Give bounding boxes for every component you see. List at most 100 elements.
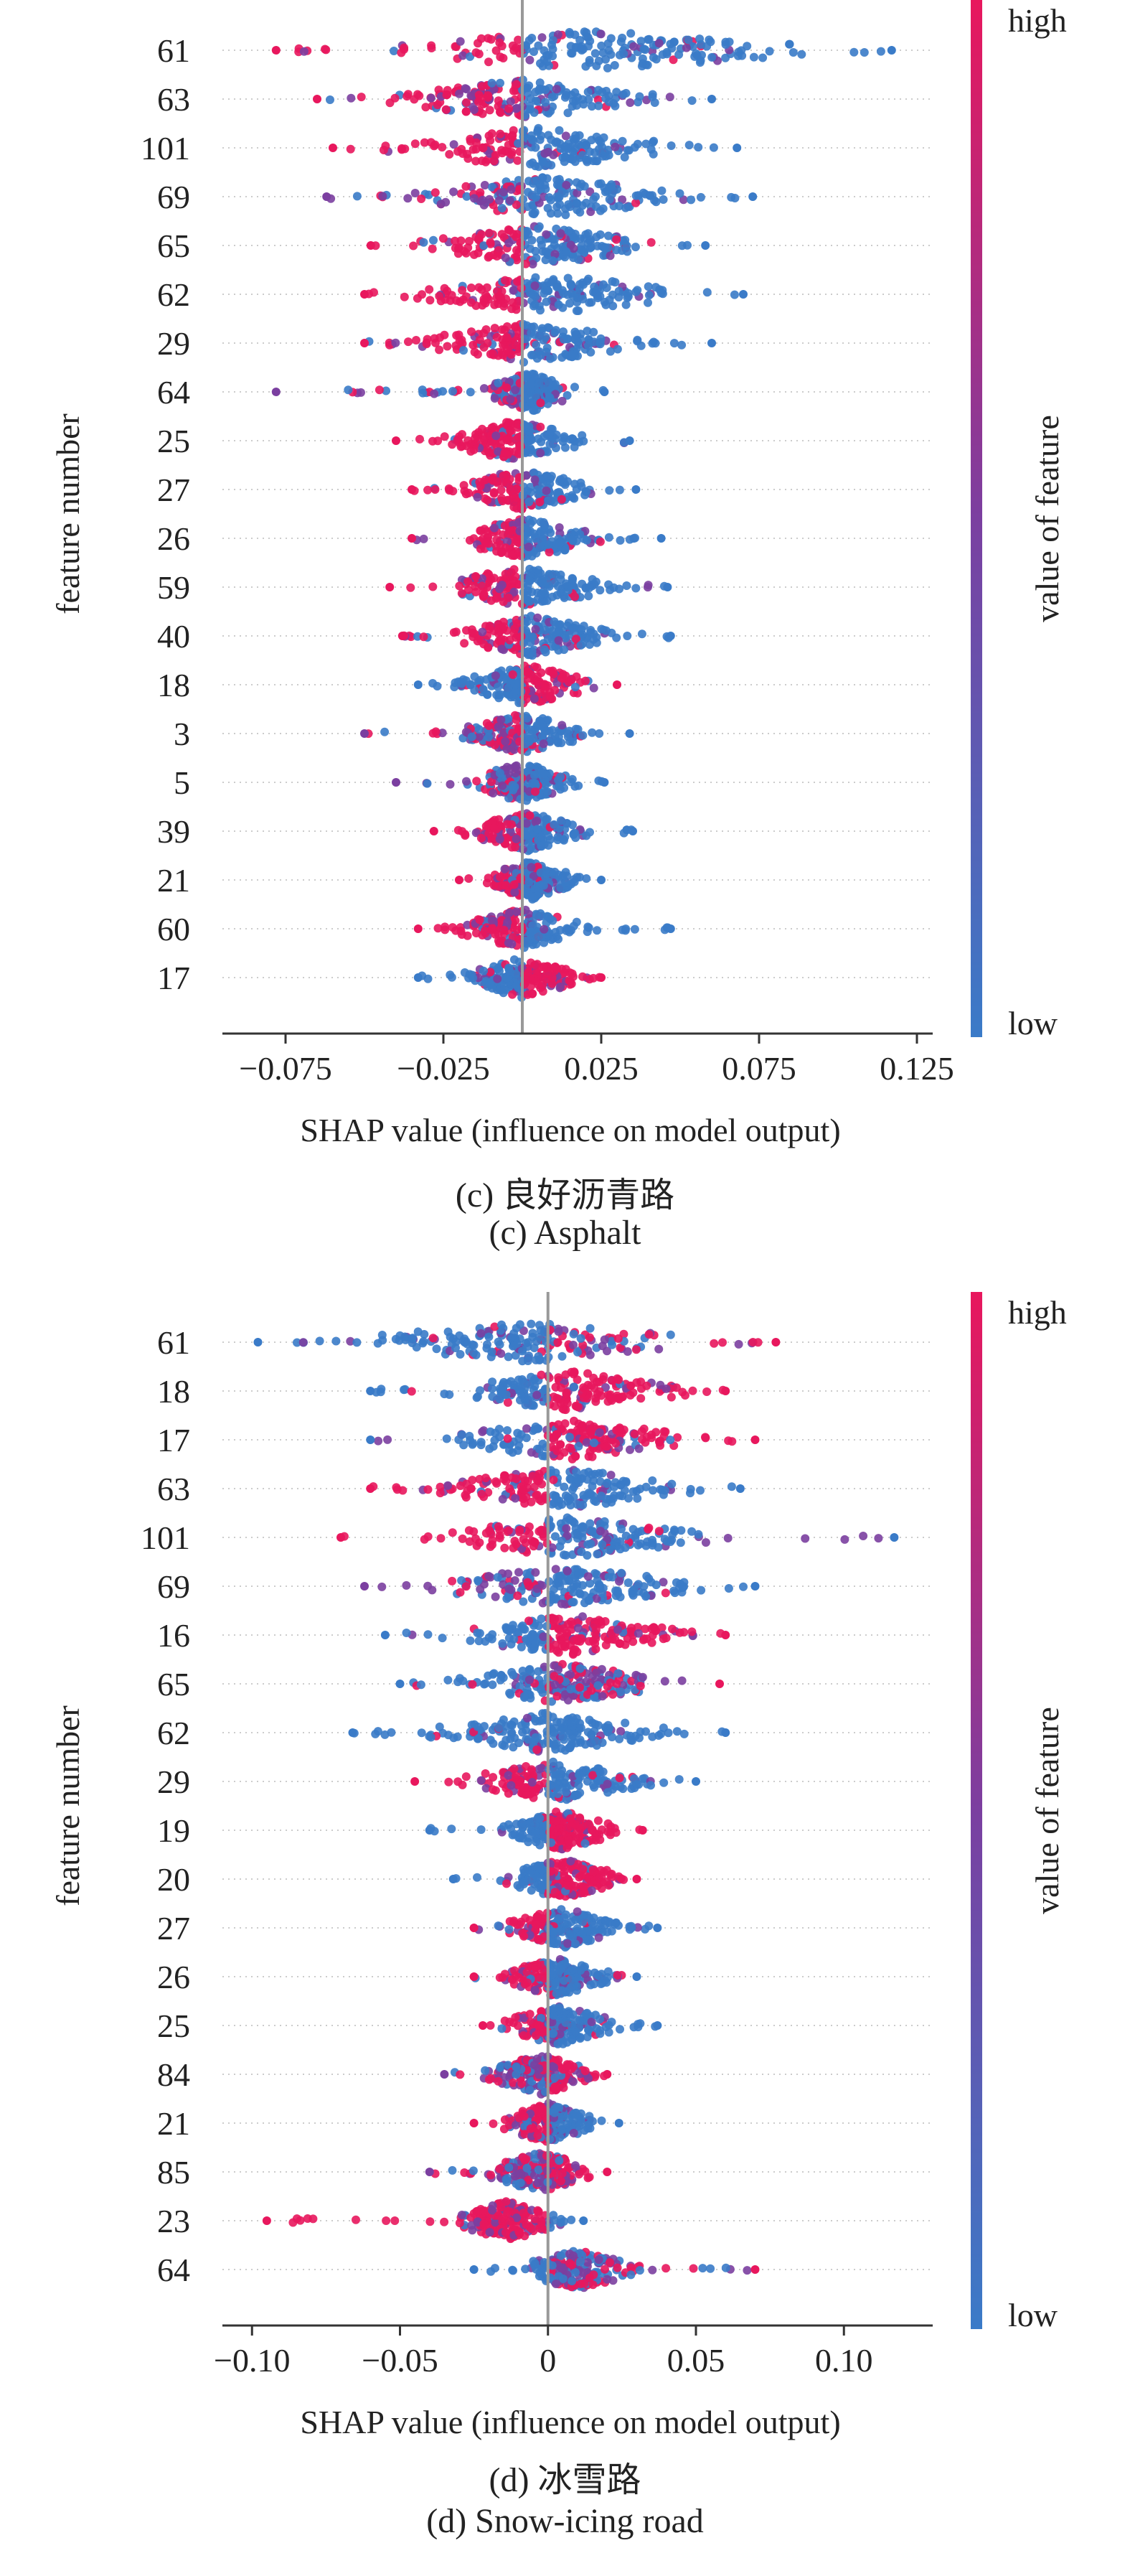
shap-dot (346, 144, 355, 154)
shap-dot (401, 1335, 410, 1344)
shap-dot (512, 761, 521, 770)
shap-dot (487, 916, 496, 925)
shap-dot (420, 1330, 429, 1339)
shap-dot (518, 1357, 527, 1366)
shap-dot (552, 192, 562, 201)
shap-dot (522, 668, 532, 677)
shap-dot (641, 45, 650, 55)
shap-dot (509, 502, 519, 512)
shap-dot (498, 1494, 507, 1504)
shap-dot (466, 446, 476, 456)
shap-dot (611, 278, 620, 287)
shap-dot (541, 184, 550, 194)
shap-dot (444, 484, 453, 493)
shap-dot (501, 276, 509, 285)
x-tick-label: 0.025 (564, 1050, 639, 1087)
shap-dot (410, 139, 420, 149)
shap-dot-max (666, 632, 675, 640)
shap-dot (568, 96, 578, 106)
shap-dot (727, 1482, 736, 1491)
shap-dot (581, 230, 590, 239)
shap-dot (574, 140, 583, 149)
y-tick-label: 3 (174, 716, 190, 752)
shap-dot (701, 1538, 710, 1547)
shap-dot (554, 935, 563, 944)
shap-dot (570, 1482, 578, 1491)
shap-dot (531, 818, 540, 827)
shap-dot (613, 1374, 622, 1383)
shap-dot (859, 1532, 868, 1540)
shap-dot (564, 200, 573, 209)
shap-dot (655, 1387, 664, 1396)
shap-dot (604, 231, 613, 240)
shap-dot (682, 43, 691, 52)
shap-dot (618, 33, 627, 42)
shap-dot (499, 622, 509, 631)
shap-dot (448, 440, 457, 449)
shap-dot (669, 339, 679, 348)
shap-dot (622, 581, 631, 590)
shap-dot (486, 136, 495, 145)
shap-dot (544, 377, 553, 386)
shap-dot (679, 195, 688, 205)
shap-dot (734, 1339, 743, 1349)
shap-dot (529, 871, 538, 881)
shap-dot (505, 908, 514, 917)
shap-dot (589, 629, 598, 639)
feature-dots-17 (413, 955, 606, 1002)
shap-dot (402, 92, 412, 101)
shap-dot (667, 141, 676, 150)
shap-dot (532, 354, 542, 363)
shap-dot (526, 398, 535, 407)
shap-dot (465, 1537, 474, 1546)
shap-dot (457, 930, 466, 939)
shap-dot (611, 142, 620, 151)
shap-dot (574, 255, 583, 264)
shap-dot (397, 145, 406, 154)
shap-dot (570, 1416, 578, 1425)
shap-dot (586, 1425, 595, 1435)
shap-dot (522, 471, 531, 480)
shap-dot (613, 1334, 623, 1343)
shap-dot (541, 647, 550, 657)
shap-dot (499, 597, 508, 606)
shap-dot (527, 587, 537, 596)
shap-dot (593, 294, 603, 303)
shap-dot (550, 820, 559, 829)
shap-dot (606, 585, 615, 594)
shap-dot (451, 341, 461, 350)
shap-dot (594, 56, 603, 65)
shap-dot-max (625, 729, 634, 738)
shap-dot (504, 794, 513, 802)
shap-dot (560, 1482, 569, 1491)
shap-dot (404, 337, 413, 347)
shap-dot (487, 78, 496, 88)
y-tick-label: 39 (157, 813, 190, 850)
shap-dot (662, 1537, 672, 1546)
shap-dot (464, 874, 474, 883)
shap-dot (590, 282, 599, 291)
shap-dot (595, 136, 603, 145)
shap-dot (563, 586, 573, 595)
shap-dot (461, 830, 470, 839)
shap-dot (464, 1526, 474, 1535)
shap-dot (542, 57, 552, 67)
y-tick-label: 40 (157, 618, 190, 655)
shap-dot (573, 1402, 583, 1412)
feature-dots-29 (360, 319, 716, 367)
shap-dot (477, 285, 486, 294)
shap-dot (507, 1377, 516, 1386)
shap-dot (565, 1495, 575, 1504)
shap-dot (697, 1586, 706, 1595)
shap-dot (527, 1497, 536, 1507)
shap-dot (513, 1428, 522, 1438)
shap-dot (730, 194, 740, 202)
shap-dot (610, 61, 619, 70)
feature-dots-39 (429, 809, 637, 856)
shap-dot (537, 1370, 546, 1380)
shap-dot (606, 50, 616, 59)
shap-dot (552, 1430, 562, 1439)
y-tick-label: 26 (157, 520, 190, 557)
shap-dot (587, 298, 596, 307)
shap-dot (636, 1377, 646, 1387)
